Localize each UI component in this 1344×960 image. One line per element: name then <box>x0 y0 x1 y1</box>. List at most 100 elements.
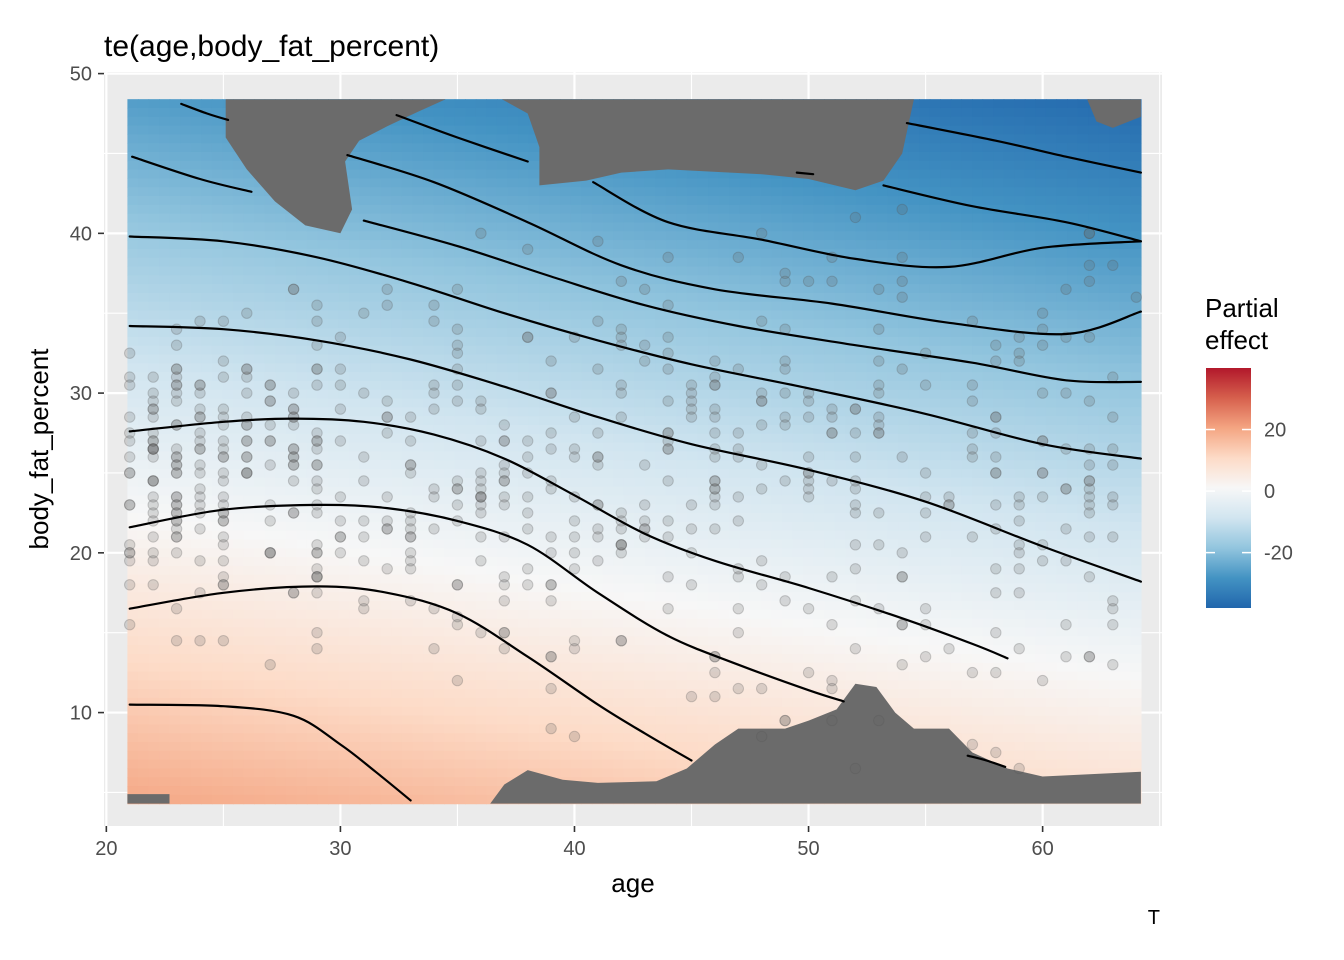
data-point <box>1036 307 1049 319</box>
data-point <box>241 467 253 479</box>
data-point <box>522 563 534 575</box>
data-point <box>124 371 136 383</box>
data-point <box>1107 499 1119 511</box>
data-point <box>966 427 979 439</box>
data-point <box>685 395 698 407</box>
data-point <box>779 267 791 279</box>
data-point <box>451 475 464 487</box>
data-point <box>990 499 1002 511</box>
data-point <box>475 507 487 519</box>
data-point <box>404 563 417 575</box>
data-point <box>779 275 791 287</box>
data-point <box>475 435 487 447</box>
data-point <box>241 451 253 463</box>
data-point <box>592 363 604 375</box>
data-point <box>311 475 323 487</box>
data-point <box>685 379 698 391</box>
x-tick-label: 60 <box>1031 838 1053 860</box>
data-point <box>217 491 230 503</box>
data-point <box>287 403 300 415</box>
contour-line <box>131 155 253 193</box>
data-point <box>1107 459 1119 471</box>
data-point <box>194 315 206 327</box>
y-axis: 10 20 30 40 50 <box>70 64 104 725</box>
data-point <box>592 427 604 439</box>
data-point <box>241 435 253 447</box>
data-point <box>170 443 183 455</box>
data-point <box>194 459 206 471</box>
data-point <box>264 459 276 471</box>
data-point <box>334 331 347 343</box>
data-point <box>217 403 230 415</box>
data-point <box>311 459 323 471</box>
data-point <box>849 499 862 511</box>
data-point <box>311 363 323 375</box>
data-point <box>287 419 300 431</box>
data-point <box>311 539 323 551</box>
data-point <box>592 235 604 248</box>
data-point <box>592 451 604 463</box>
data-point <box>358 475 370 487</box>
data-point <box>358 451 370 463</box>
data-point <box>709 411 721 423</box>
data-point <box>662 299 674 311</box>
data-point <box>498 499 510 511</box>
data-point <box>545 579 557 591</box>
data-point <box>568 451 581 463</box>
data-point <box>451 483 464 495</box>
data-point <box>756 315 768 327</box>
data-point <box>194 411 206 423</box>
contour-lines <box>128 102 1142 802</box>
data-point <box>826 427 838 439</box>
data-point <box>451 499 464 511</box>
data-point <box>756 459 768 471</box>
data-point <box>1060 523 1072 535</box>
data-point <box>709 483 721 495</box>
data-point <box>919 603 932 615</box>
data-point <box>1036 674 1049 687</box>
y-tick-label: 40 <box>70 223 92 245</box>
data-point <box>475 483 487 495</box>
data-point <box>709 379 721 391</box>
data-point <box>826 682 838 695</box>
data-point <box>147 443 159 455</box>
data-point <box>241 307 253 319</box>
data-point <box>615 323 627 335</box>
data-point <box>709 371 721 383</box>
data-point <box>147 531 159 543</box>
data-point <box>522 579 534 591</box>
data-point <box>896 659 908 671</box>
data-point <box>522 491 534 503</box>
data-point <box>264 395 276 407</box>
data-point <box>334 379 347 391</box>
data-point <box>685 523 698 535</box>
data-point <box>170 371 183 383</box>
legend-tick-label: -20 <box>1264 543 1293 565</box>
data-point <box>451 283 464 295</box>
data-point <box>428 483 440 495</box>
data-point <box>451 323 464 335</box>
data-point <box>779 475 791 487</box>
data-point <box>1013 355 1025 367</box>
data-point <box>732 627 744 639</box>
data-point <box>170 499 183 511</box>
data-point <box>1013 499 1025 511</box>
data-point <box>662 475 674 487</box>
data-point <box>311 547 323 559</box>
data-point <box>896 203 908 216</box>
data-point <box>615 635 627 647</box>
data-point <box>568 547 581 559</box>
data-point <box>311 571 323 583</box>
data-point <box>334 491 347 503</box>
data-point <box>428 491 440 503</box>
data-point <box>873 427 885 439</box>
data-point <box>404 547 417 559</box>
data-point <box>147 443 159 455</box>
data-point <box>241 363 253 375</box>
data-point <box>194 635 206 647</box>
data-point <box>194 499 206 511</box>
data-point <box>124 499 136 511</box>
data-point <box>381 411 393 423</box>
data-point <box>217 555 230 567</box>
data-point <box>873 714 885 727</box>
